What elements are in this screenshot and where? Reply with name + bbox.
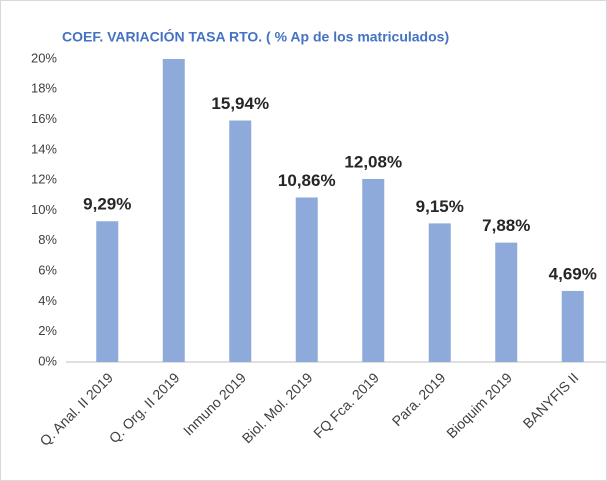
bar — [428, 223, 451, 362]
bar — [362, 178, 385, 362]
bar — [162, 59, 185, 362]
data-label: 12,08% — [344, 152, 402, 171]
y-tick-label: 2% — [38, 323, 57, 338]
y-tick-label: 12% — [31, 172, 57, 187]
y-tick-label: 6% — [38, 263, 57, 278]
bar — [495, 242, 518, 362]
bar — [229, 120, 252, 362]
data-label: 4,69% — [549, 264, 597, 283]
y-tick-label: 20% — [31, 50, 57, 65]
y-tick-label: 16% — [31, 111, 57, 126]
bar — [295, 197, 318, 362]
data-label: 9,15% — [416, 197, 464, 216]
y-tick-label: 18% — [31, 81, 57, 96]
data-label: 15,94% — [211, 94, 269, 113]
y-tick-label: 8% — [38, 232, 57, 247]
y-tick-label: 4% — [38, 293, 57, 308]
bar — [561, 290, 584, 362]
y-tick-label: 14% — [31, 141, 57, 156]
y-tick-label: 0% — [38, 353, 57, 368]
data-label: 9,29% — [83, 195, 131, 214]
data-label: 10,86% — [278, 171, 336, 190]
y-tick-label: 10% — [31, 202, 57, 217]
bar — [96, 221, 119, 362]
data-label: 7,88% — [482, 216, 530, 235]
chart-title: COEF. VARIACIÓN TASA RTO. ( % Ap de los … — [62, 28, 449, 45]
